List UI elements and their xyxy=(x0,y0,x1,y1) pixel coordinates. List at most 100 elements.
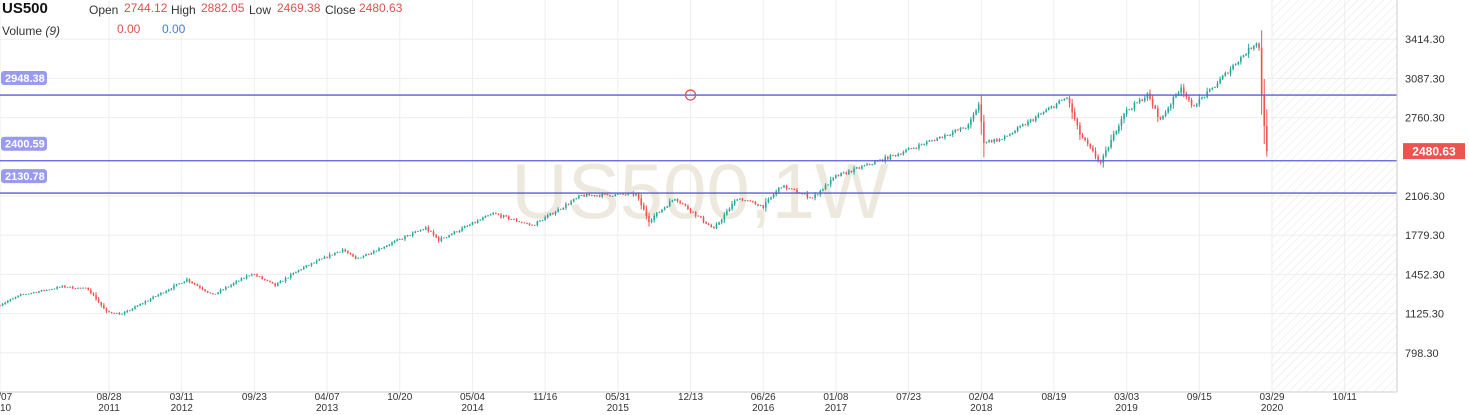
candle-body xyxy=(744,200,746,202)
candle-body xyxy=(785,185,788,189)
candle-body xyxy=(752,201,754,203)
candle-body xyxy=(936,138,938,141)
candle-body xyxy=(25,294,27,296)
candle-body xyxy=(6,300,9,303)
candle-body xyxy=(1237,61,1240,65)
candle-body xyxy=(66,287,69,289)
candle-body xyxy=(980,104,983,122)
candle-body xyxy=(668,201,671,207)
candle-body xyxy=(754,202,757,205)
candle-body xyxy=(370,253,373,255)
time-tick-label: 07/23 xyxy=(896,392,921,403)
candle-body xyxy=(404,236,406,240)
candle-body xyxy=(1190,99,1193,106)
drawing-anchor-marker[interactable] xyxy=(684,89,697,101)
price-tick-label: 1452.30 xyxy=(1405,269,1445,281)
candle-body xyxy=(409,235,411,236)
candle-body xyxy=(284,278,287,282)
candle-body xyxy=(707,223,710,225)
candle-body xyxy=(0,305,1,307)
candle-body xyxy=(816,194,819,196)
candle-body xyxy=(263,278,266,280)
future-zone xyxy=(1272,0,1397,392)
candle-body xyxy=(1211,87,1214,90)
candle-body xyxy=(9,299,12,301)
candle-body xyxy=(853,168,855,173)
candle-body xyxy=(803,193,806,195)
price-tick-label: 1779.30 xyxy=(1405,230,1445,242)
candle-body xyxy=(796,189,798,193)
candle-body xyxy=(697,215,700,217)
candle-body xyxy=(4,302,6,304)
candle-body xyxy=(1219,79,1221,84)
candle-body xyxy=(996,139,998,142)
candle-body xyxy=(160,292,162,295)
candle-body xyxy=(1105,150,1107,156)
candle-body xyxy=(77,287,79,289)
candle-body xyxy=(1224,72,1227,76)
price-tick-label: 1125.30 xyxy=(1405,309,1444,321)
candle-body xyxy=(624,194,627,196)
candle-body xyxy=(1250,47,1253,49)
candle-body xyxy=(811,197,814,199)
candle-body xyxy=(19,294,22,296)
candle-body xyxy=(266,279,269,281)
low-value: 2469.38 xyxy=(277,1,321,15)
candle-body xyxy=(718,222,720,225)
candle-body xyxy=(765,202,767,208)
candle-body xyxy=(957,129,959,131)
candle-body xyxy=(276,283,279,286)
candle-body xyxy=(326,256,328,258)
candle-body xyxy=(217,292,219,294)
candle-body xyxy=(627,193,630,195)
candle-body xyxy=(38,291,40,293)
candle-body xyxy=(271,282,274,284)
candle-body xyxy=(985,142,988,143)
candle-body xyxy=(227,286,230,288)
candle-body xyxy=(313,262,315,264)
time-axis[interactable]: 11/07201008/28201103/11201209/2304/07201… xyxy=(0,391,1397,414)
candle-body xyxy=(858,167,861,169)
candle-body xyxy=(157,294,160,297)
candle-body xyxy=(173,285,175,289)
symbol-title[interactable]: US500 xyxy=(2,0,48,17)
candle-body xyxy=(152,296,154,299)
candle-body xyxy=(175,284,178,286)
horizontal-lines[interactable]: 2948.38 2400.59 2130.78 xyxy=(0,71,1397,194)
candle-body xyxy=(206,291,209,293)
candle-body xyxy=(232,283,235,285)
candle-body xyxy=(90,289,92,294)
candle-body xyxy=(746,200,749,202)
candle-body xyxy=(1001,138,1003,140)
price-tick-label: 2760.30 xyxy=(1405,113,1445,125)
candle-body xyxy=(1263,95,1266,126)
candle-body xyxy=(962,127,964,129)
candle-body xyxy=(871,164,874,166)
candle-body xyxy=(1154,105,1157,109)
candle-body xyxy=(1245,54,1247,56)
candle-body xyxy=(1136,102,1138,104)
candle-body xyxy=(562,207,565,210)
candle-body xyxy=(822,189,824,191)
candle-body xyxy=(136,305,139,307)
candle-body xyxy=(975,110,977,115)
candle-body xyxy=(497,213,500,215)
candle-body xyxy=(92,293,95,296)
candle-body xyxy=(619,193,622,195)
candle-body xyxy=(341,249,344,252)
candle-body xyxy=(339,251,341,253)
open-label: Open xyxy=(89,3,119,17)
candle-body xyxy=(637,193,640,199)
candle-body xyxy=(295,271,297,274)
price-axis[interactable]: 3414.30 3087.30 2760.30 2106.30 1779.30 1452.… xyxy=(1396,0,1445,392)
candle-body xyxy=(154,296,157,297)
time-tick-label: 10/20 xyxy=(387,392,412,403)
candle-body xyxy=(866,163,868,166)
candle-body xyxy=(357,257,360,259)
candle-body xyxy=(1011,132,1014,135)
last-price-label-bg xyxy=(1403,143,1465,160)
candle-body xyxy=(318,259,321,261)
candle-body xyxy=(578,195,580,199)
candle-body xyxy=(219,289,222,293)
